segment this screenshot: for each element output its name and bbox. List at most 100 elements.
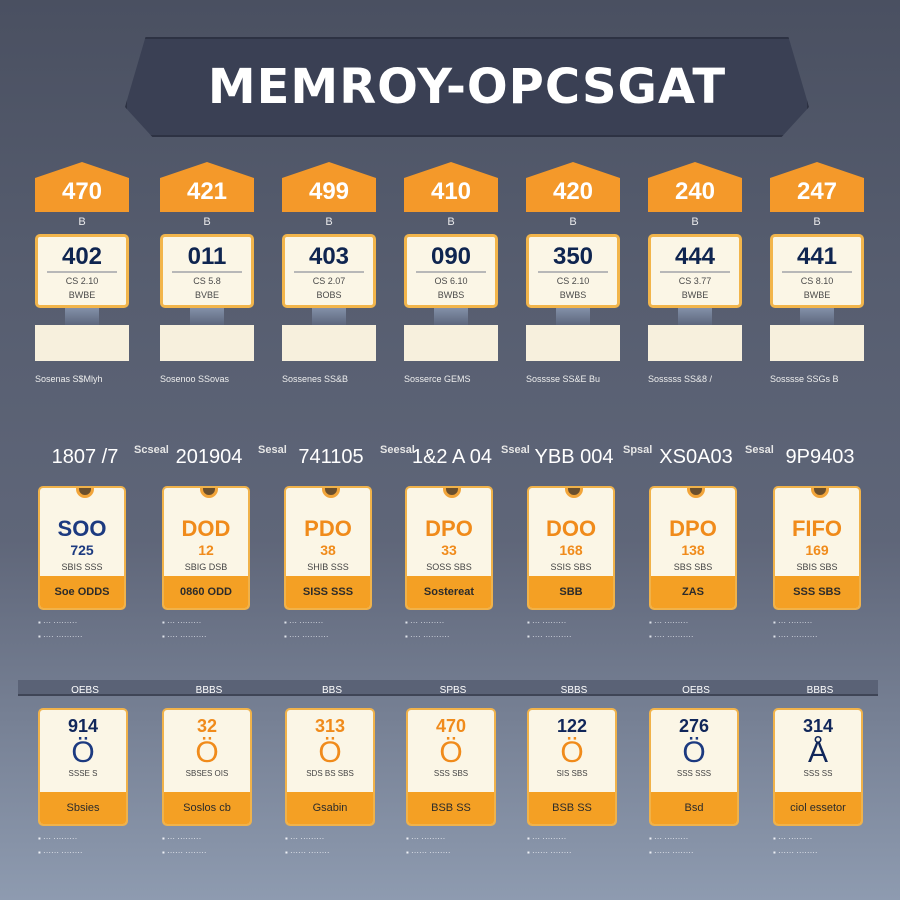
card-detail: SSS SSS (676, 769, 712, 778)
tag-detail: SOSS SBS (426, 562, 472, 572)
tag-code: DOO (545, 516, 597, 541)
tag-number: 169 (805, 542, 829, 558)
caption: Sosenoo SSovas (160, 374, 230, 384)
shelf-card-body: 914 Ö SSSE S Sbsies (38, 708, 128, 826)
stand-base (648, 325, 742, 361)
tag-number: 38 (320, 542, 336, 558)
tag-footer: ZAS (651, 576, 735, 608)
tag-code: SOO (57, 516, 107, 541)
tag-detail: SBIS SBS (796, 562, 838, 572)
detail-line: BOBS (316, 290, 342, 300)
card-footer: Soslos cb (164, 792, 250, 824)
caption: ▪ ··· ········· ▪ ···· ·········· (38, 618, 83, 641)
tag-code: PDO (304, 516, 352, 541)
detail-line: BWBS (559, 290, 587, 300)
shelf-card-body: 122 Ö SIS SBS BSB SS (527, 708, 617, 826)
detail-line: CS 2.10 (556, 276, 590, 286)
card-detail: SIS SBS (556, 769, 588, 778)
shelf-label: OEBS (71, 685, 99, 696)
cap-sub: B (691, 216, 699, 228)
tag-detail: SSIS SBS (550, 562, 592, 572)
tag-number: 33 (441, 542, 457, 558)
card-detail: SBSES OIS (185, 769, 229, 778)
tag-number: 168 (559, 542, 583, 558)
caption: Sossenes SS&B (282, 374, 349, 384)
caption: ▪ ··· ········· ▪ ······ ········ (285, 834, 330, 857)
card-footer: BSB SS (408, 792, 494, 824)
tag-detail: SBIS SSS (61, 562, 103, 572)
tag-hole-icon (811, 488, 829, 498)
cap-sub: B (447, 216, 455, 228)
shelf-label: BBS (321, 685, 342, 696)
card-detail: SDS BS SBS (306, 769, 354, 778)
tag-code: DPO (669, 516, 717, 541)
caption: ▪ ··· ········· ▪ ······ ········ (406, 834, 451, 857)
card-number: 314 (802, 716, 834, 736)
detail-line: CS 2.07 (312, 276, 346, 286)
caption: ▪ ··· ········· ▪ ······ ········ (649, 834, 694, 857)
tag-heading: 741105 (298, 446, 364, 468)
bottle-icon: Ö (195, 736, 219, 769)
tag-number: 725 (70, 542, 94, 558)
caption: Sosssss SS&8 / (648, 374, 713, 384)
stand-base (282, 325, 376, 361)
cap-sub: B (78, 216, 86, 228)
cap-sub: B (325, 216, 333, 228)
stand (678, 308, 712, 326)
tag-heading: 201904 (175, 446, 243, 468)
caption: ▪ ··· ········· ▪ ······ ········ (773, 834, 818, 857)
detail-line: BVBE (194, 290, 219, 300)
shelf-card-body: 32 Ö SBSES OIS Soslos cb (162, 708, 252, 826)
tag-hole-icon (76, 488, 94, 498)
tag-card: DPO 138 SBS SBS ZAS (649, 486, 737, 610)
shelf-card-body: 314 Å SSS SS ciol essetor (773, 708, 863, 826)
tag-side-label: Scseal (134, 444, 169, 456)
tag-detail: SHIB SSS (307, 562, 349, 572)
card-footer: ciol essetor (775, 792, 861, 824)
bottle-icon: Ö (71, 736, 95, 769)
detail-line: CS 2.10 (65, 276, 99, 286)
price-cap: 470 (35, 162, 129, 212)
card-footer: Bsd (651, 792, 737, 824)
price-cap: 499 (282, 162, 376, 212)
tag-hole-icon (565, 488, 583, 498)
shelf-label: BBBS (195, 685, 223, 696)
tag-number: 12 (198, 542, 214, 558)
card-number: 914 (67, 716, 99, 736)
shelf-card-body: 470 Ö SSS SBS BSB SS (406, 708, 496, 826)
card-number: 470 (435, 716, 467, 736)
tag-hole-icon (322, 488, 340, 498)
price-display: 403 CS 2.07 BOBS (282, 234, 376, 308)
card-detail: SSS SS (803, 769, 833, 778)
caption: ▪ ··· ········· ▪ ···· ·········· (284, 618, 329, 641)
cap-sub: B (569, 216, 577, 228)
price-value: 441 (782, 243, 852, 273)
card-footer: BSB SS (529, 792, 615, 824)
detail-line: BWBE (681, 290, 709, 300)
price-display: 011 CS 5.8 BVBE (160, 234, 254, 308)
tag-footer: SISS SSS (286, 576, 370, 608)
caption: Sosssse SSGs B (770, 374, 839, 384)
tag-side-label: Spsal (623, 444, 653, 456)
card-number: 122 (556, 716, 588, 736)
tag-detail: SBS SBS (673, 562, 713, 572)
tag-heading: YBB 004 (534, 446, 614, 468)
card-footer: Gsabin (287, 792, 373, 824)
stand (65, 308, 99, 326)
tag-heading: 1807 /7 (51, 446, 119, 468)
shelf-label: SBBS (560, 685, 588, 696)
tag-card: DOO 168 SSIS SBS SBB (527, 486, 615, 610)
caption: ▪ ··· ········· ▪ ······ ········ (527, 834, 572, 857)
stand-base (770, 325, 864, 361)
price-cap: 410 (404, 162, 498, 212)
tag-heading: 9P9403 (785, 446, 855, 468)
tag-hole-icon (443, 488, 461, 498)
caption: ▪ ··· ········· ▪ ······ ········ (38, 834, 83, 857)
shelf-rail (18, 680, 878, 696)
stand-base (160, 325, 254, 361)
price-value: 403 (294, 243, 364, 273)
detail-line: CS 5.8 (193, 276, 221, 286)
card-detail: SSS SBS (433, 769, 469, 778)
stand-base (35, 325, 129, 361)
cap-sub: B (203, 216, 211, 228)
